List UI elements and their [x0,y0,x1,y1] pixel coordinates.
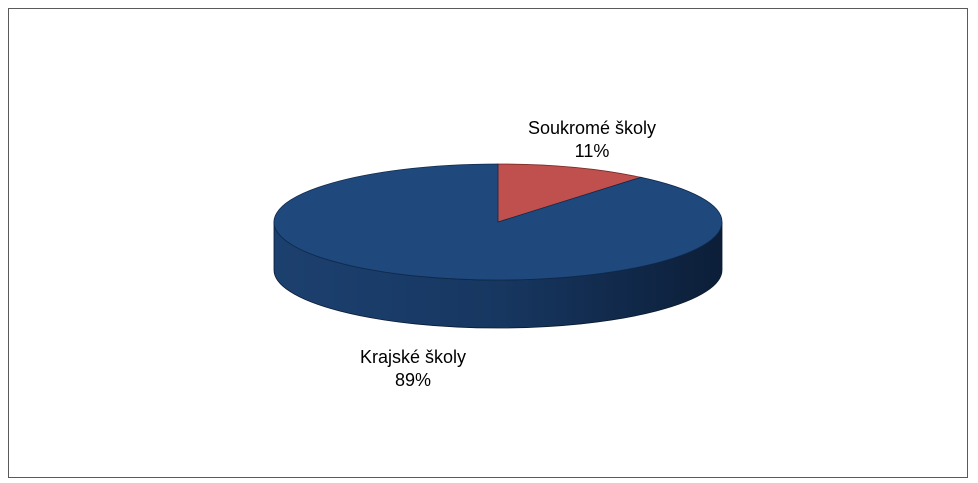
slice-label-soukrome: Soukromé školy [528,118,656,138]
slice-label-krajske: Krajské školy [360,347,466,367]
slice-value-krajske: 89% [395,370,431,390]
slice-value-soukrome: 11% [575,141,610,161]
pie-slice-soukrome [497,163,643,223]
pie-slice-krajske [273,163,723,281]
